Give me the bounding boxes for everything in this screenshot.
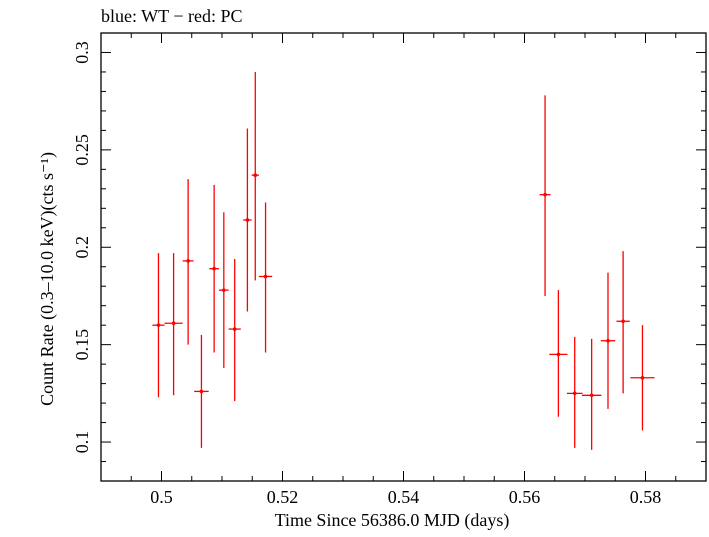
data-point xyxy=(616,251,630,394)
point-marker xyxy=(156,323,161,327)
data-point xyxy=(228,258,241,402)
point-marker xyxy=(171,321,176,326)
y-tick-label: 0.25 xyxy=(72,134,92,166)
data-point xyxy=(258,202,273,353)
data-point xyxy=(218,212,229,369)
point-marker xyxy=(245,218,250,222)
data-point xyxy=(549,290,568,417)
x-tick-label: 0.58 xyxy=(630,487,662,507)
plot-frame xyxy=(100,32,707,482)
data-point xyxy=(182,179,194,345)
y-tick-label: 0.3 xyxy=(72,41,92,64)
point-marker xyxy=(263,274,268,279)
point-marker xyxy=(212,266,216,271)
data-point xyxy=(600,272,616,409)
data-point xyxy=(194,334,209,448)
axis-ticks xyxy=(100,32,707,482)
point-marker xyxy=(199,389,204,394)
x-tick-label: 0.5 xyxy=(150,487,173,507)
y-tick-label: 0.15 xyxy=(72,329,92,361)
data-point xyxy=(152,253,165,398)
data-point xyxy=(581,338,602,450)
data-point xyxy=(209,184,219,353)
point-marker xyxy=(186,259,190,263)
data-point xyxy=(243,128,252,312)
point-marker xyxy=(556,352,561,357)
data-point xyxy=(251,71,259,281)
data-point xyxy=(164,253,183,396)
point-marker xyxy=(621,319,625,324)
y-axis-label: Count Rate (0.3–10.0 keV)(cts s⁻¹) xyxy=(37,152,58,406)
point-marker xyxy=(222,288,226,292)
point-marker xyxy=(232,327,237,331)
point-marker xyxy=(543,192,547,197)
y-tick-label: 0.2 xyxy=(72,236,92,259)
x-tick-label: 0.54 xyxy=(388,487,420,507)
data-point xyxy=(539,95,551,296)
point-marker xyxy=(606,338,610,343)
point-marker xyxy=(253,173,258,177)
x-tick-label: 0.52 xyxy=(267,487,299,507)
y-tick-label: 0.1 xyxy=(72,431,92,454)
data-series xyxy=(152,71,655,450)
point-marker xyxy=(640,375,645,380)
point-marker xyxy=(589,393,594,398)
axis-tick-labels: 0.5 0.52 0.54 0.56 0.58 0.1 0.15 0.2 0.25 0.3 xyxy=(72,41,661,507)
data-point xyxy=(566,336,583,448)
chart-title: blue: WT − red: PC xyxy=(101,6,242,26)
point-marker xyxy=(572,391,577,396)
data-point xyxy=(630,325,655,431)
x-tick-label: 0.56 xyxy=(509,487,541,507)
x-axis-label: Time Since 56386.0 MJD (days) xyxy=(275,510,510,531)
